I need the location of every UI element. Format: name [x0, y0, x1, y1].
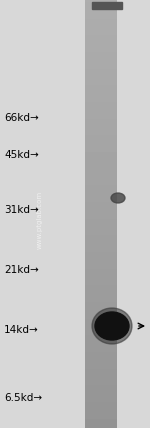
Text: 66kd→: 66kd→ [4, 113, 39, 123]
Text: www.ptglab.com: www.ptglab.com [37, 191, 43, 249]
Text: 21kd→: 21kd→ [4, 265, 39, 275]
Ellipse shape [92, 308, 132, 344]
Bar [92, 2, 122, 9]
Ellipse shape [95, 312, 129, 340]
Text: 31kd→: 31kd→ [4, 205, 39, 215]
Text: 14kd→: 14kd→ [4, 325, 39, 335]
Text: 6.5kd→: 6.5kd→ [4, 393, 42, 403]
Ellipse shape [111, 193, 125, 203]
Text: 45kd→: 45kd→ [4, 150, 39, 160]
